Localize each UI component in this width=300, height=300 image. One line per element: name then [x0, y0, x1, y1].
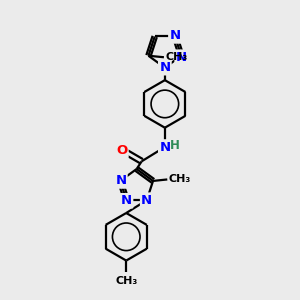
Text: CH₃: CH₃ — [115, 276, 137, 286]
Text: N: N — [115, 174, 126, 188]
Text: CH₃: CH₃ — [165, 52, 188, 62]
Text: N: N — [159, 140, 170, 154]
Text: N: N — [176, 51, 187, 64]
Text: N: N — [169, 29, 181, 42]
Text: O: O — [116, 144, 128, 157]
Text: CH₃: CH₃ — [169, 174, 191, 184]
Text: N: N — [159, 61, 170, 74]
Text: H: H — [170, 139, 180, 152]
Text: N: N — [141, 194, 152, 207]
Text: N: N — [121, 194, 132, 207]
